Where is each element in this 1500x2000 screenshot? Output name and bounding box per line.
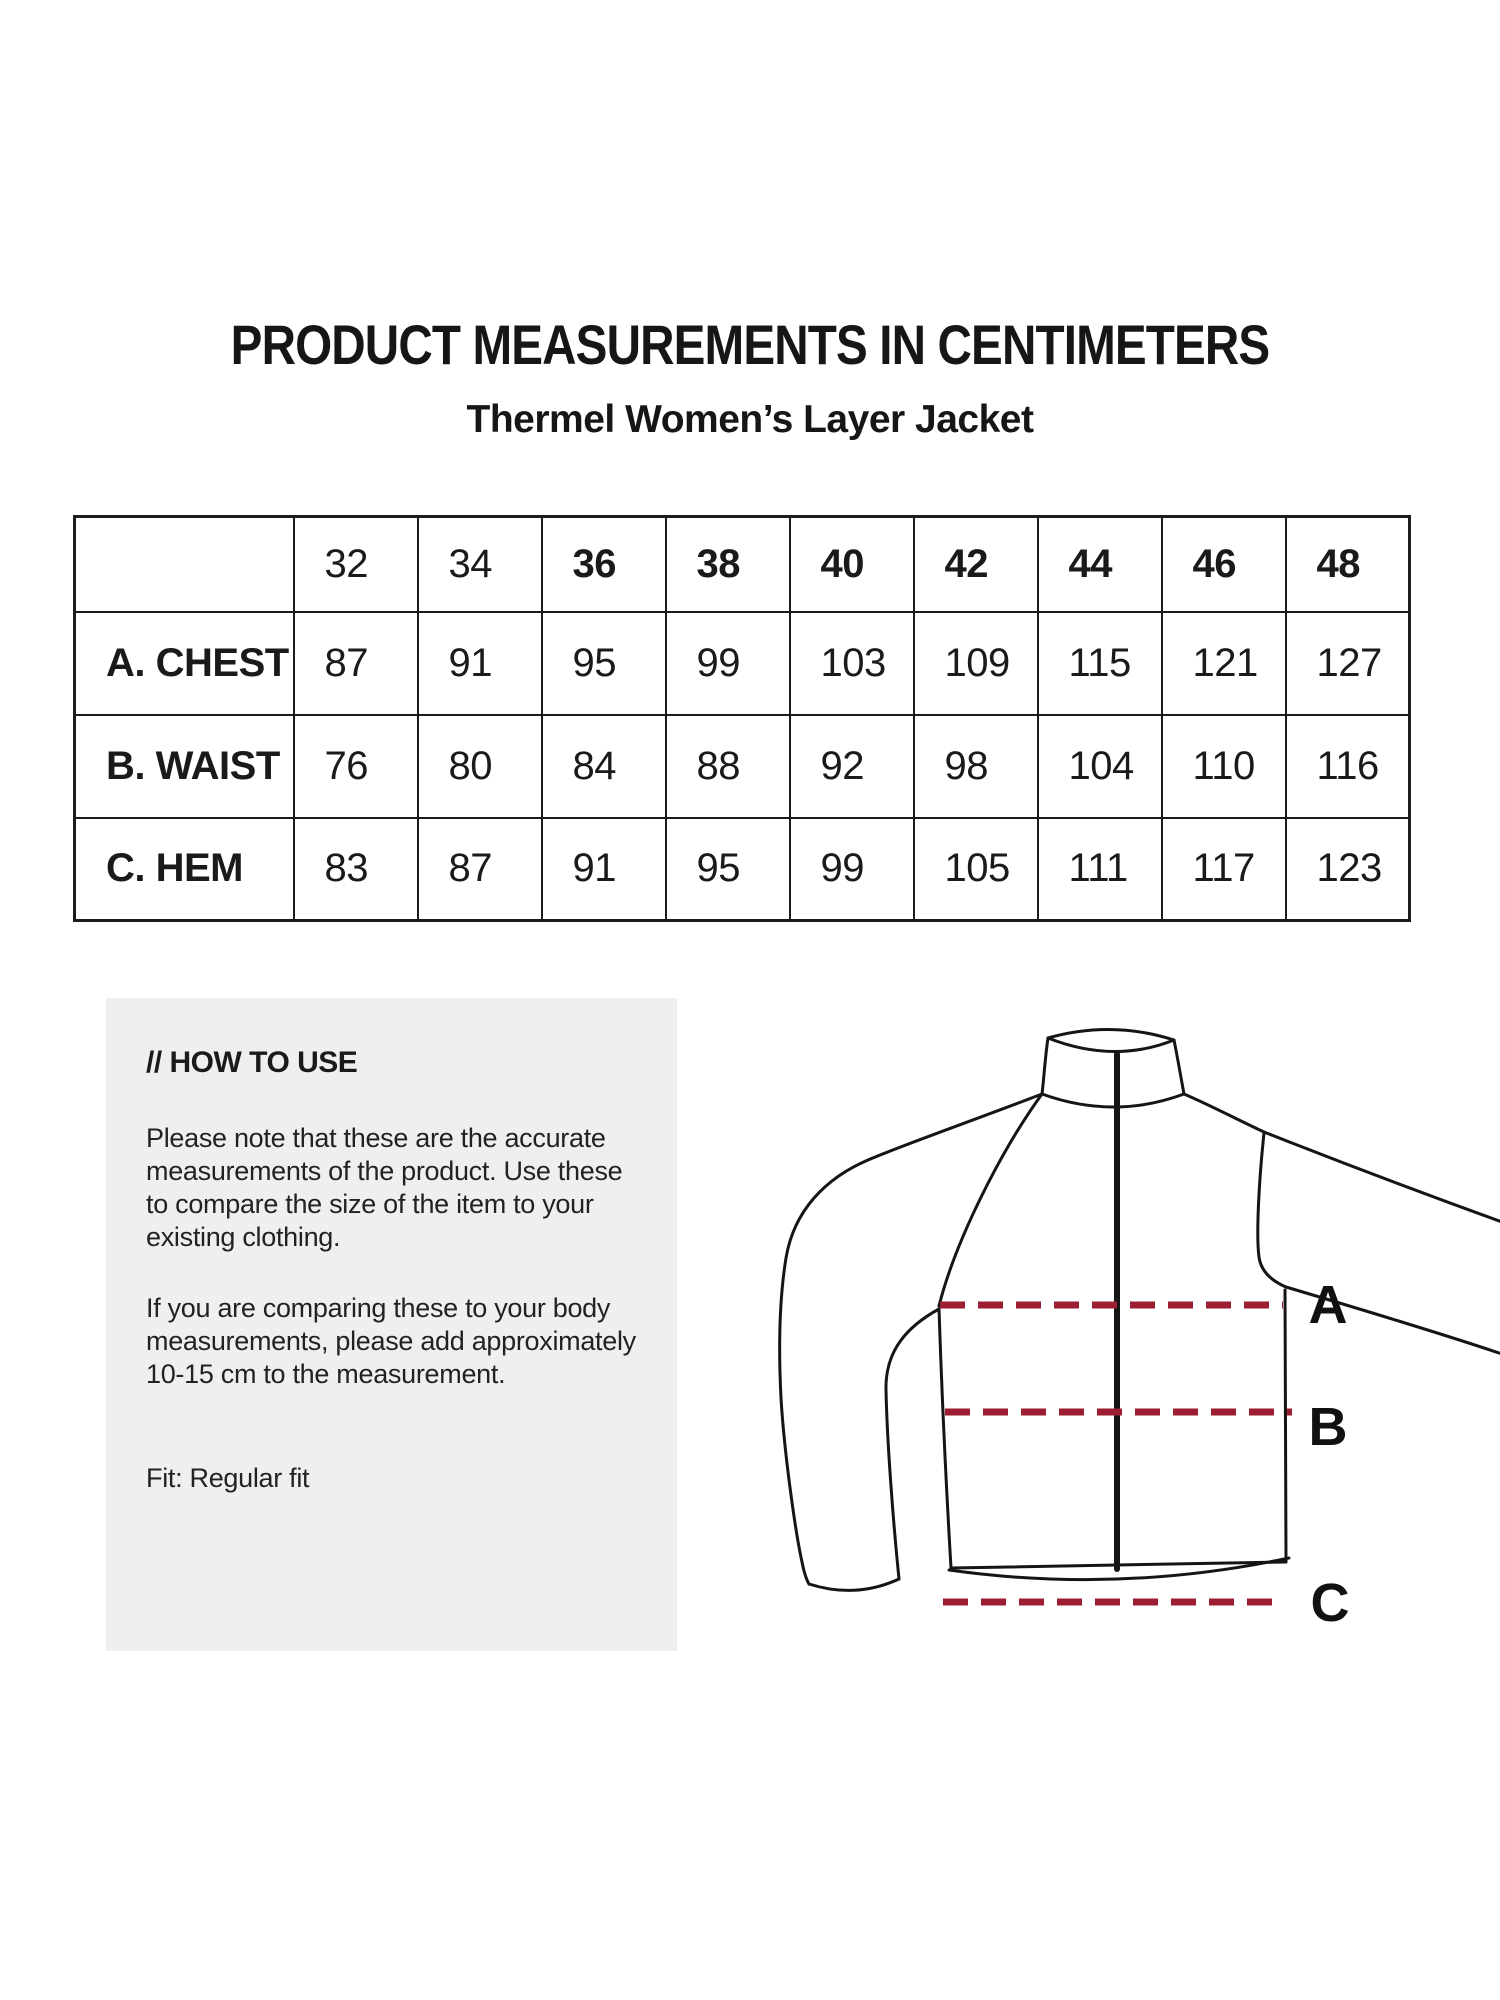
hem-value: 95: [664, 816, 791, 922]
jacket-diagram: [778, 1028, 1500, 1606]
waist-value: 92: [788, 713, 915, 819]
left-sleeve-outer: [778, 1092, 1044, 1586]
hem-value: 111: [1036, 816, 1163, 922]
hem-value: 91: [540, 816, 667, 922]
collar-rim: [1046, 1036, 1176, 1053]
chest-value: 127: [1284, 610, 1411, 716]
collar-bottom: [1040, 1092, 1186, 1109]
collar-left-edge: [1040, 1036, 1050, 1096]
hem-value: 99: [788, 816, 915, 922]
size-col-header: 32: [292, 515, 419, 613]
waist-value: 88: [664, 713, 791, 819]
collar-outline: [1046, 1028, 1176, 1042]
page-title: PRODUCT MEASUREMENTS IN CENTIMETERS: [230, 313, 1270, 376]
table-row-chest: A. CHEST 87 91 95 99 103 109 115 121 127: [73, 610, 1411, 716]
size-col-header: 38: [664, 515, 791, 613]
waist-value: 80: [416, 713, 543, 819]
waist-value: 76: [292, 713, 419, 819]
left-sleeve-inner: [884, 1307, 941, 1581]
hem-value: 117: [1160, 816, 1287, 922]
hem-measure-label: C: [1310, 1573, 1350, 1633]
row-label-hem: C. HEM: [73, 816, 295, 922]
body-bottom: [949, 1560, 1288, 1570]
hem-curve: [947, 1556, 1291, 1582]
hem-value: 123: [1284, 816, 1411, 922]
waist-measure-label: B: [1308, 1397, 1348, 1457]
hem-value: 87: [416, 816, 543, 922]
right-sleeve-upper: [1262, 1130, 1500, 1223]
hem-value: 105: [912, 816, 1039, 922]
size-col-header: 44: [1036, 515, 1163, 613]
size-col-header: 46: [1160, 515, 1287, 613]
fit-note: Fit: Regular fit: [146, 1463, 310, 1493]
table-row-waist: B. WAIST 76 80 84 88 92 98 104 110 116: [73, 713, 1411, 819]
size-col-header: 48: [1284, 515, 1411, 613]
waist-value: 116: [1284, 713, 1411, 819]
corner-cell: [73, 515, 295, 613]
how-to-use-heading: // HOW TO USE: [146, 1046, 358, 1079]
chest-value: 87: [292, 610, 419, 716]
chest-measure-label: A: [1308, 1275, 1348, 1335]
size-col-header: 34: [416, 515, 543, 613]
chest-value: 91: [416, 610, 543, 716]
size-table: 32 34 36 38 40 42 44 46 48 A. CHEST 87 9…: [73, 515, 1411, 922]
row-label-chest: A. CHEST: [73, 610, 295, 716]
chest-value: 95: [540, 610, 667, 716]
left-cuff: [807, 1577, 901, 1592]
waist-value: 84: [540, 713, 667, 819]
chest-value: 121: [1160, 610, 1287, 716]
right-armhole-seam: [1256, 1131, 1288, 1289]
right-shoulder: [1182, 1092, 1266, 1134]
size-col-header: 42: [912, 515, 1039, 613]
how-to-use-box: // HOW TO USE Please note that these are…: [106, 998, 677, 1651]
chest-value: 115: [1036, 610, 1163, 716]
table-row-hem: C. HEM 83 87 91 95 99 105 111 117 123: [73, 816, 1411, 922]
size-header-row: 32 34 36 38 40 42 44 46 48: [73, 515, 1411, 613]
product-name: Thermel Women’s Layer Jacket: [466, 398, 1034, 441]
chest-value: 103: [788, 610, 915, 716]
body-left-edge: [937, 1307, 953, 1570]
chest-value: 99: [664, 610, 791, 716]
collar-right-edge: [1172, 1038, 1186, 1096]
left-armhole-seam: [937, 1092, 1044, 1308]
row-label-waist: B. WAIST: [73, 713, 295, 819]
chest-value: 109: [912, 610, 1039, 716]
body-right-edge: [1283, 1288, 1288, 1564]
waist-value: 104: [1036, 713, 1163, 819]
how-to-use-paragraph-1: Please note that these are the accurate …: [146, 1123, 623, 1252]
waist-value: 98: [912, 713, 1039, 819]
size-col-header: 36: [540, 515, 667, 613]
right-sleeve-lower: [1284, 1285, 1500, 1355]
how-to-use-paragraph-2: If you are comparing these to your body …: [146, 1293, 636, 1389]
waist-value: 110: [1160, 713, 1287, 819]
hem-value: 83: [292, 816, 419, 922]
size-col-header: 40: [788, 515, 915, 613]
